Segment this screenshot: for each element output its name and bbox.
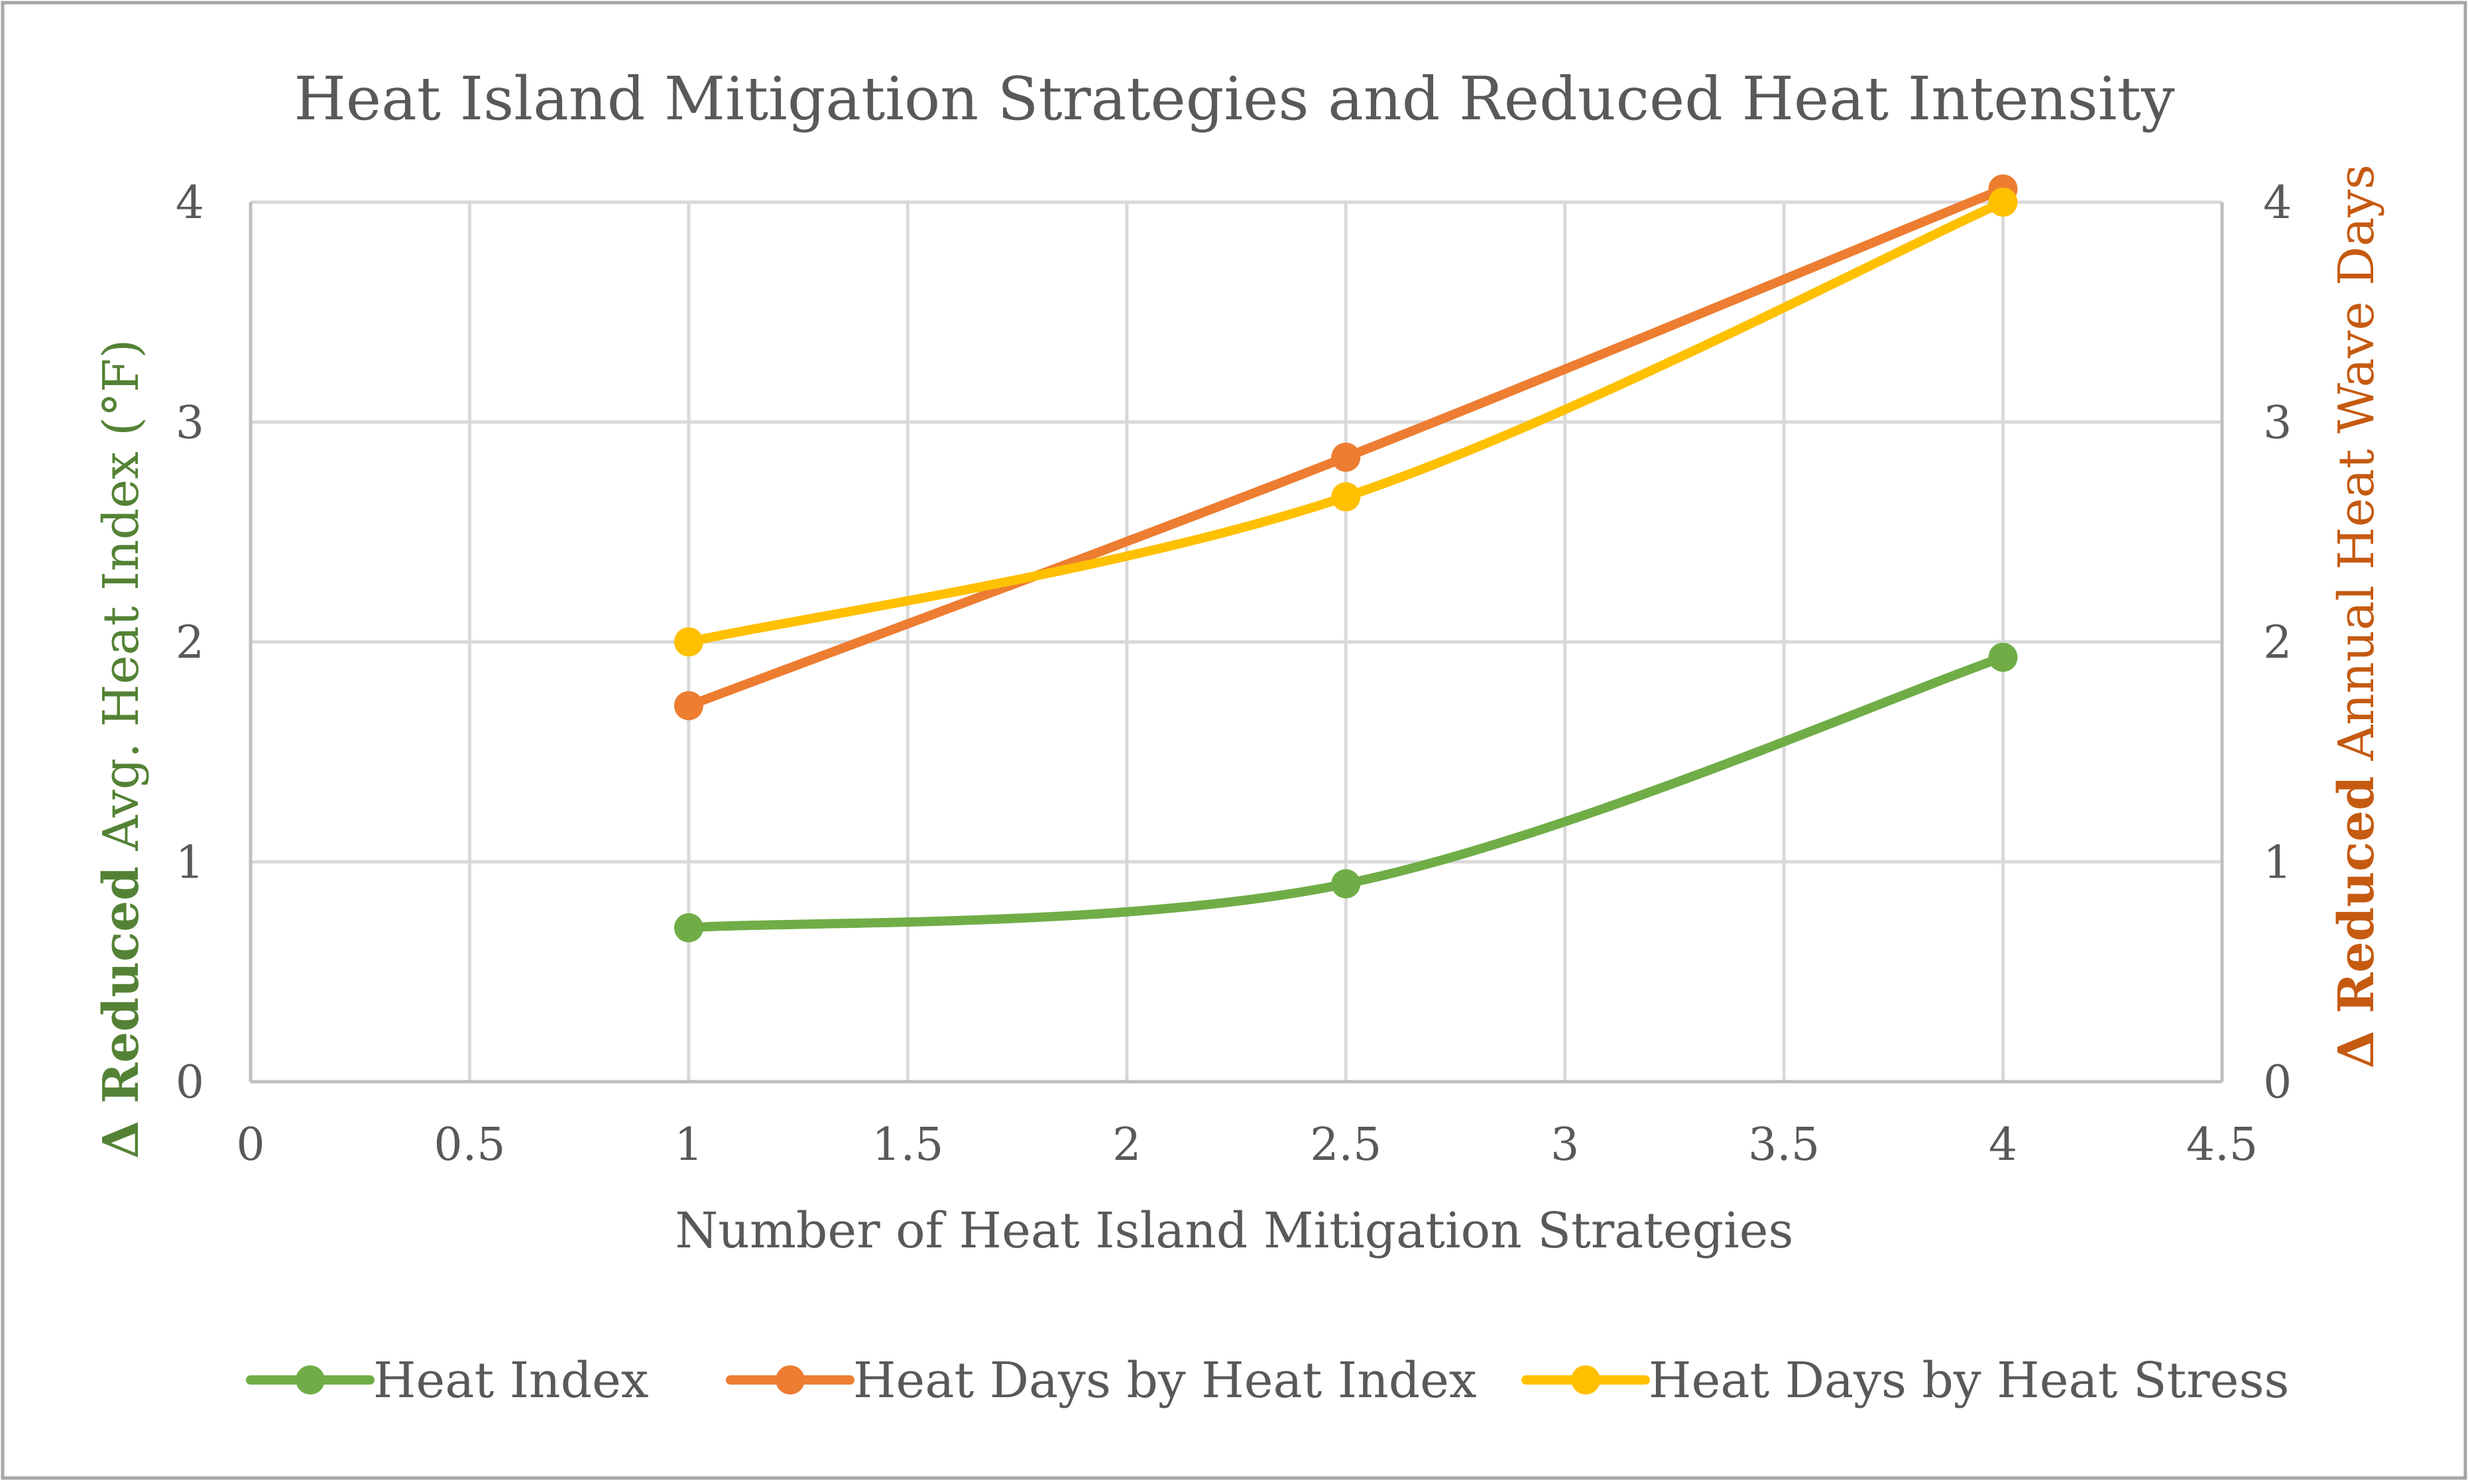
chart-title: Heat Island Mitigation Strategies and Re…	[294, 64, 2174, 134]
y-axis-right-title: Δ Reduced Annual Heat Wave Days	[2328, 164, 2385, 1068]
data-point	[1331, 869, 1361, 899]
x-axis-ticks: 0 0.5 1 1.5 2 2.5 3 3.5 4 4.5	[236, 1119, 2258, 1171]
legend-label: Heat Days by Heat Index	[853, 1352, 1477, 1409]
data-point	[674, 627, 703, 657]
legend-label: Heat Index	[373, 1352, 649, 1409]
y-axis-right-title-prefix: Δ Reduced	[2328, 776, 2385, 1068]
y-left-tick-label: 1	[176, 836, 204, 889]
x-tick-label: 1.5	[872, 1119, 943, 1171]
legend-item: Heat Days by Heat Index	[726, 1352, 1477, 1409]
x-tick-label: 4	[1989, 1119, 2017, 1171]
x-tick-label: 3	[1551, 1119, 1579, 1171]
data-point	[1988, 642, 2018, 672]
x-tick-label: 0	[236, 1119, 264, 1171]
data-point	[1988, 188, 2018, 217]
data-point	[1331, 442, 1361, 472]
x-tick-label: 1	[674, 1119, 703, 1171]
legend: Heat Index Heat Days by Heat Index Heat Da…	[246, 1352, 2289, 1409]
y-left-tick-label: 2	[176, 617, 204, 669]
data-point	[674, 691, 703, 720]
legend-item: Heat Days by Heat Stress	[1521, 1352, 2289, 1409]
y-right-tick-label: 1	[2263, 836, 2292, 889]
series	[674, 174, 2018, 942]
x-tick-label: 4.5	[2186, 1119, 2258, 1171]
legend-label: Heat Days by Heat Stress	[1649, 1352, 2289, 1409]
y-axis-right-ticks: 0 1 2 3 4	[2263, 177, 2292, 1109]
legend-swatch-marker	[296, 1365, 325, 1395]
y-left-tick-label: 4	[176, 177, 204, 229]
x-tick-label: 2.5	[1310, 1119, 1381, 1171]
y-axis-left-title-prefix: Δ Reduced	[93, 866, 150, 1159]
legend-item: Heat Index	[246, 1352, 649, 1409]
series-heat-index	[674, 642, 2018, 942]
axes	[249, 202, 2224, 1084]
x-axis-title: Number of Heat Island Mitigation Strateg…	[675, 1202, 1793, 1259]
y-right-tick-label: 2	[2263, 617, 2292, 669]
y-right-tick-label: 0	[2263, 1056, 2292, 1109]
y-left-tick-label: 3	[176, 397, 204, 449]
x-tick-label: 0.5	[434, 1119, 505, 1171]
series-heat-days-by-heat-stress	[674, 188, 2018, 657]
y-right-tick-label: 4	[2263, 177, 2292, 229]
x-tick-label: 2	[1112, 1119, 1141, 1171]
y-axis-left-ticks: 0 1 2 3 4	[176, 177, 204, 1109]
data-point	[674, 913, 703, 942]
y-left-tick-label: 0	[176, 1056, 204, 1109]
legend-swatch-marker	[1571, 1365, 1600, 1395]
y-axis-left-title-rest: Avg. Heat Index (°F)	[93, 339, 150, 866]
y-axis-left-title: Δ Reduced Avg. Heat Index (°F)	[93, 339, 150, 1159]
data-point	[1331, 482, 1361, 512]
legend-swatch-marker	[776, 1365, 805, 1395]
y-right-tick-label: 3	[2263, 397, 2292, 449]
x-tick-label: 3.5	[1748, 1119, 1820, 1171]
y-axis-right-title-rest: Annual Heat Wave Days	[2328, 164, 2385, 776]
